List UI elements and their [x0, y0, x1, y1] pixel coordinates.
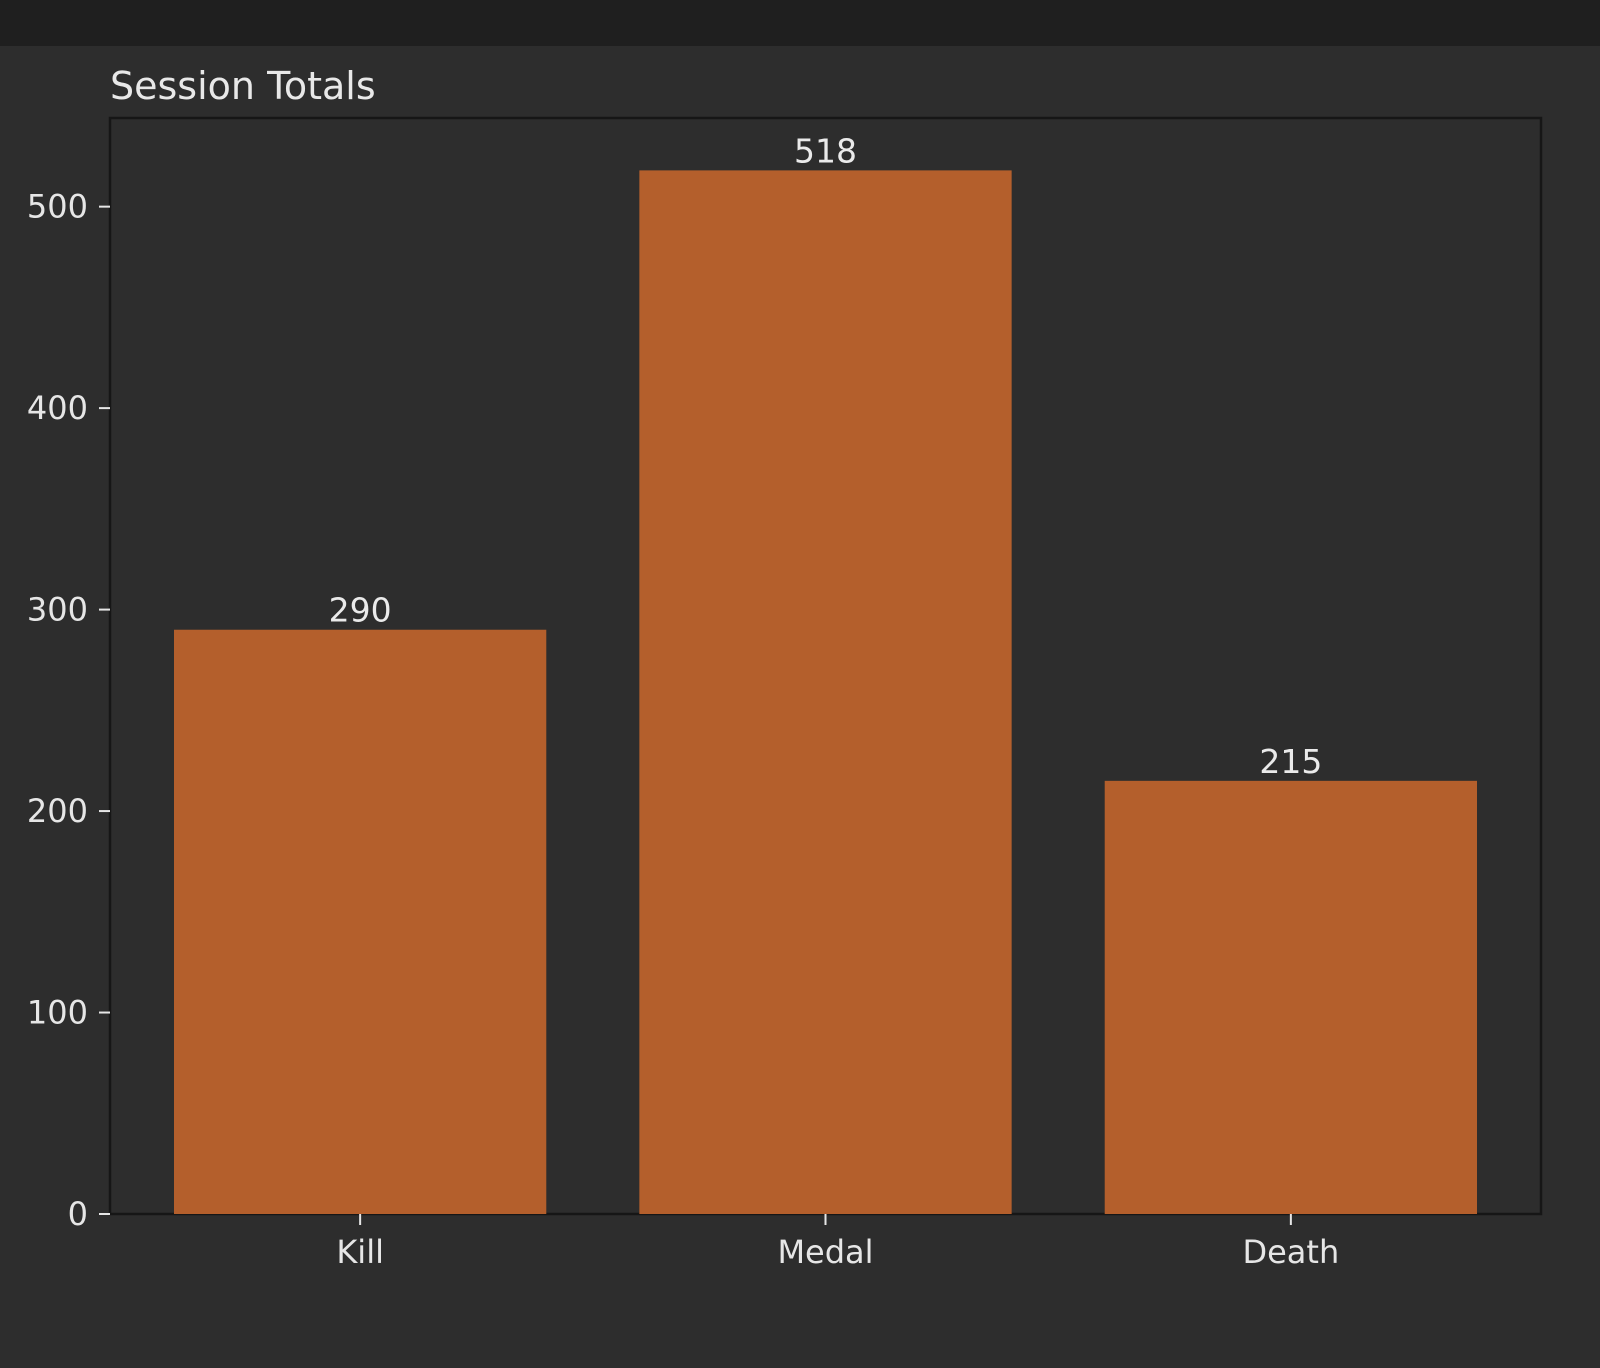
bars-group	[174, 170, 1477, 1215]
x-tick-label-death: Death	[1242, 1233, 1339, 1271]
y-tick-label: 200	[27, 792, 88, 830]
x-axis: Kill Medal Death	[336, 1214, 1339, 1271]
bar-medal	[639, 170, 1012, 1215]
y-axis: 0 100 200 300 400 500	[27, 188, 110, 1233]
x-tick-label-medal: Medal	[777, 1233, 873, 1271]
data-label-medal: 518	[794, 131, 857, 170]
x-tick-label-kill: Kill	[336, 1233, 384, 1271]
y-tick-label: 0	[68, 1195, 88, 1233]
bar-death	[1104, 780, 1477, 1214]
data-label-death: 215	[1259, 742, 1322, 781]
bar-labels-group: 290 518 215	[329, 131, 1323, 780]
y-tick-label: 400	[27, 389, 88, 427]
y-tick-label: 500	[27, 188, 88, 226]
window-top-bar	[0, 0, 1600, 46]
data-label-kill: 290	[329, 591, 392, 630]
chart-title: Session Totals	[110, 64, 376, 108]
y-tick-label: 300	[27, 591, 88, 629]
bar-kill	[174, 629, 547, 1214]
y-tick-label: 100	[27, 994, 88, 1032]
